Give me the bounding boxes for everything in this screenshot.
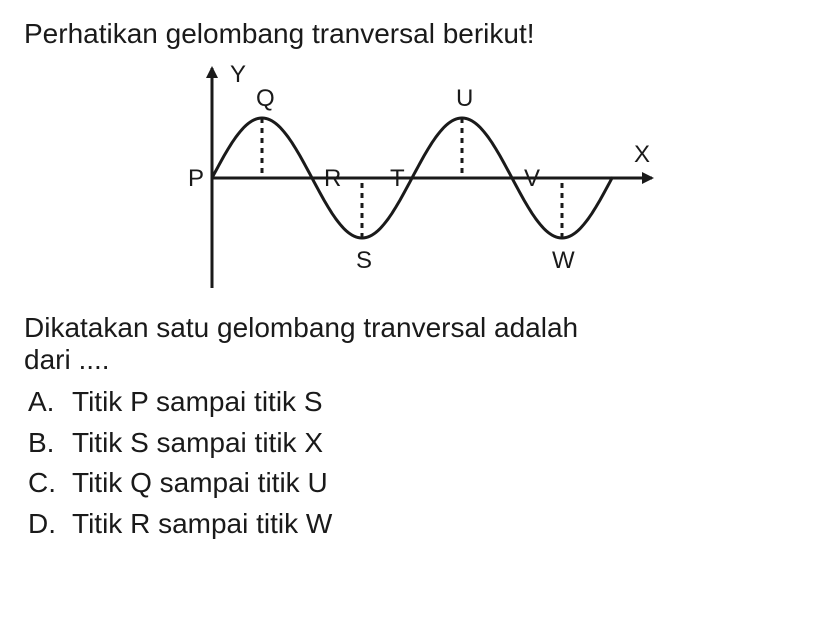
options-list: A. Titik P sampai titik S B. Titik S sam… [24,382,799,544]
point-label-t: T [390,165,405,192]
option-text: Titik P sampai titik S [72,382,323,423]
option-letter: D. [28,504,72,545]
sub-question: Dikatakan satu gelombang tranversal adal… [24,312,799,376]
point-label-w: W [552,247,575,274]
point-label-s: S [356,247,372,274]
wave-chart: Y X P Q R S T U V W [152,58,672,298]
point-label-r: R [324,165,341,192]
option-letter: C. [28,463,72,504]
sub-question-line2: dari .... [24,344,110,375]
point-label-v: V [524,165,540,192]
option-a: A. Titik P sampai titik S [28,382,799,423]
option-b: B. Titik S sampai titik X [28,423,799,464]
option-letter: A. [28,382,72,423]
option-text: Titik R sampai titik W [72,504,332,545]
x-axis-label: X [634,141,650,168]
point-label-p: P [188,165,204,192]
option-letter: B. [28,423,72,464]
option-text: Titik Q sampai titik U [72,463,328,504]
y-axis-label: Y [230,61,246,88]
point-label-q: Q [256,85,275,112]
wave-chart-container: Y X P Q R S T U V W [24,58,799,298]
point-label-u: U [456,85,473,112]
option-d: D. Titik R sampai titik W [28,504,799,545]
option-text: Titik S sampai titik X [72,423,323,464]
option-c: C. Titik Q sampai titik U [28,463,799,504]
question-prompt: Perhatikan gelombang tranversal berikut! [24,18,799,50]
sub-question-line1: Dikatakan satu gelombang tranversal adal… [24,312,578,343]
